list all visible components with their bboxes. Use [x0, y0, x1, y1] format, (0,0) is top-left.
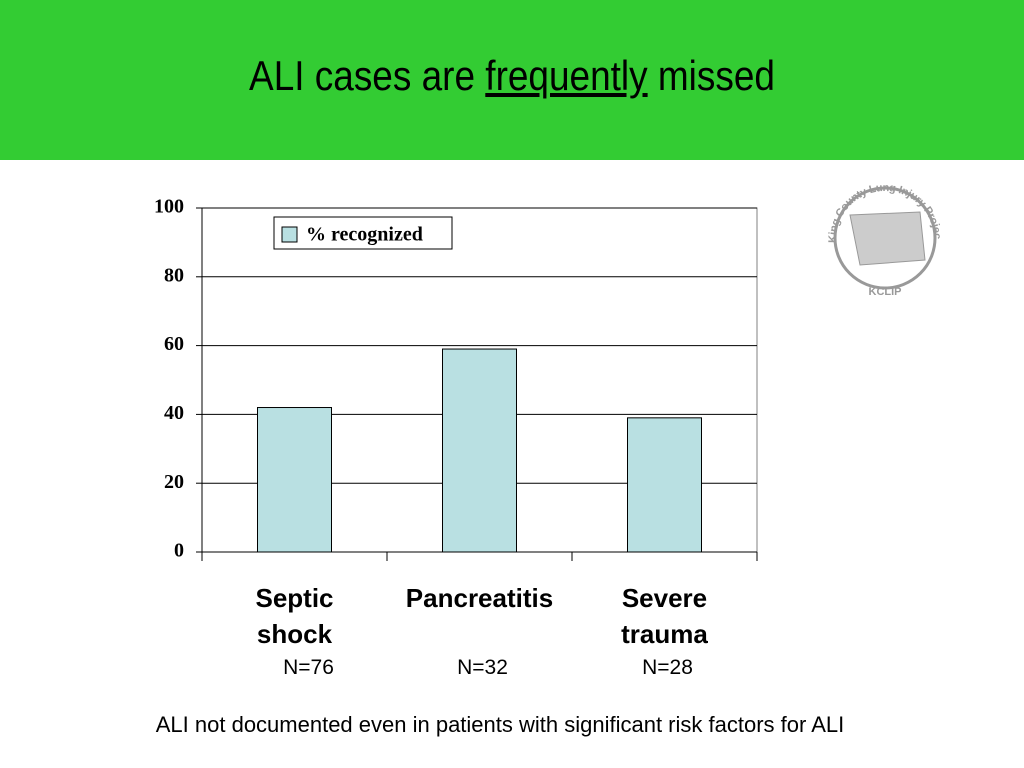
x-tick-label: Septic shock: [255, 583, 334, 649]
bar: [257, 407, 332, 553]
logo-ring: [833, 186, 937, 290]
footnote: ALI not documented even in patients with…: [155, 712, 845, 737]
sample-size-label: N=32: [457, 656, 508, 679]
y-tick-label: 100: [154, 196, 184, 218]
x-tick-label: Severe trauma: [621, 583, 708, 649]
header-band: [0, 0, 1024, 160]
sample-size-label: N=28: [642, 656, 693, 679]
logo-map: [849, 211, 926, 266]
logo-ring-text: King County Lung Injury Project: [0, 0, 943, 243]
title-emphasis: frequently: [485, 52, 648, 99]
legend-box: [273, 216, 453, 250]
title: ALI cases are frequently missed: [61, 52, 962, 100]
logo-ring-text: King County Lung Injury Project: [0, 0, 943, 243]
title-text: ALI cases are: [249, 52, 486, 99]
logo-abbrev: KCLIP: [869, 286, 902, 298]
sample-size-label: N=76: [283, 656, 334, 679]
bar: [442, 348, 517, 553]
y-tick-label: 80: [164, 264, 184, 286]
y-tick-label: 20: [164, 471, 184, 493]
legend-swatch: [281, 226, 298, 243]
y-tick-label: 40: [164, 402, 184, 424]
bar: [627, 417, 702, 553]
legend: % recognized: [273, 216, 453, 250]
y-tick-label: 60: [164, 333, 184, 355]
x-tick-label: Pancreatitis: [405, 583, 554, 613]
legend-label: % recognized: [306, 224, 423, 246]
y-tick-label: 0: [174, 540, 184, 562]
title-text: missed: [647, 52, 775, 99]
